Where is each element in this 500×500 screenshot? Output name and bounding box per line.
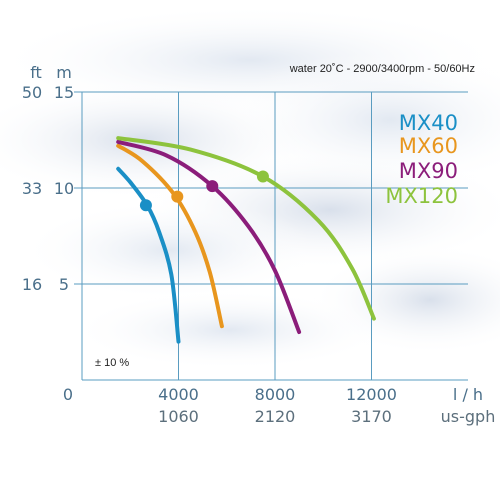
x-tick-sublabel: 2120: [255, 407, 296, 426]
y-unit-ft: ft: [30, 63, 42, 82]
series-line-mx40: [116, 166, 181, 344]
legend-entry-mx40: MX40: [399, 111, 458, 135]
series-curves: [116, 136, 376, 344]
series-marker-mx60: [171, 190, 184, 203]
y-tick-label-ft: 50: [22, 83, 42, 102]
tick-labels: 0 4000 1060 8000 2120 12000 3170 5 16 10 33 15 50: [22, 83, 397, 426]
chart-title: water 20˚C - 2900/3400rpm - 50/60Hz: [289, 63, 475, 75]
legend-entry-mx120: MX120: [385, 184, 458, 208]
series-line-mx60: [116, 143, 224, 329]
x-unit-secondary: us-gph: [441, 407, 496, 426]
series-marker-mx90: [206, 180, 219, 193]
grid: [74, 91, 468, 381]
x-tick-label: 8000: [255, 385, 296, 404]
x-tick-label: 0: [63, 385, 73, 404]
x-tick-label: 12000: [346, 385, 397, 404]
y-tick-label-m: 10: [54, 179, 74, 198]
y-tick-label-ft: 16: [22, 275, 42, 294]
x-unit-primary: l / h: [453, 385, 483, 404]
x-tick-sublabel: 1060: [158, 407, 199, 426]
tolerance-note: ± 10 %: [95, 357, 129, 369]
legend-entry-mx90: MX90: [399, 159, 458, 183]
x-tick-label: 4000: [158, 385, 199, 404]
y-tick-label-ft: 33: [22, 179, 42, 198]
legend-entry-mx60: MX60: [399, 134, 458, 158]
x-tick-sublabel: 3170: [351, 407, 392, 426]
series-markers: [139, 170, 269, 212]
y-tick-label-m: 5: [59, 275, 69, 294]
series-marker-mx40: [139, 199, 152, 212]
series-line-mx90: [116, 139, 302, 334]
series-marker-mx120: [256, 170, 269, 183]
y-unit-m: m: [56, 63, 72, 82]
axes: water 20˚C - 2900/3400rpm - 50/60Hz ft m…: [30, 63, 495, 426]
y-tick-label-m: 15: [54, 83, 74, 102]
series-line-mx120: [116, 136, 376, 321]
